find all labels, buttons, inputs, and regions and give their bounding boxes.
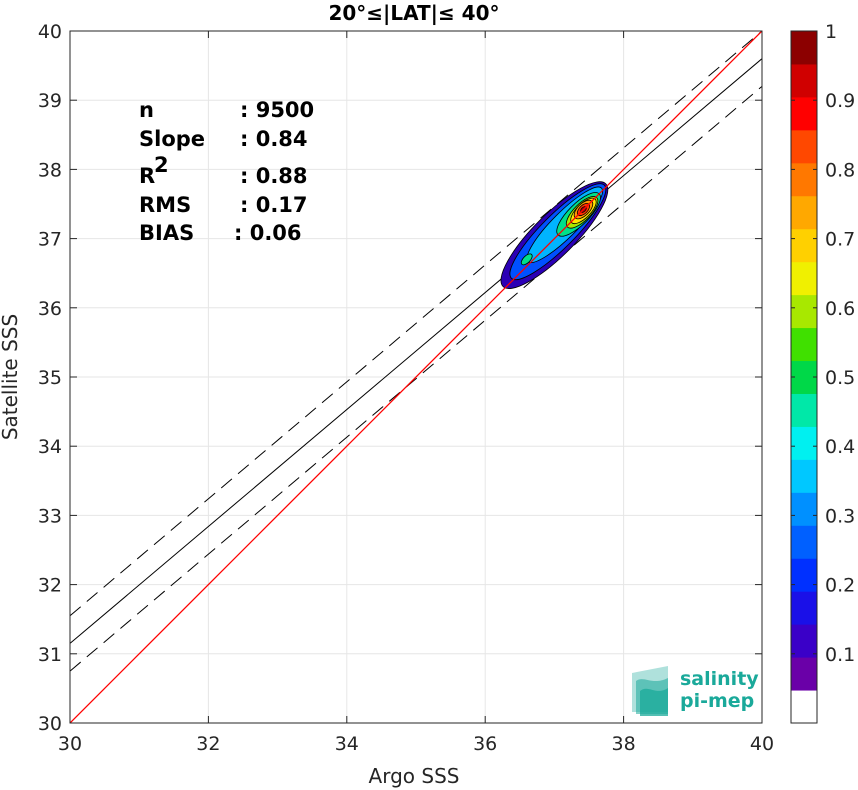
stat-value: : 0.88 <box>240 164 308 188</box>
fit-band-lower-line <box>70 85 762 672</box>
colorbar-swatch <box>791 294 817 329</box>
y-tick-label: 36 <box>38 298 62 320</box>
colorbar-swatch <box>791 360 817 394</box>
colorbar-swatch <box>791 393 817 427</box>
statistics-box: n : 9500 Slope : 0.84 R2 : 0.88 RMS : 0.17 BIAS:… <box>139 98 314 245</box>
colorbar-tick-label: 0.9 <box>825 90 855 112</box>
colorbar-tick-label: 0.5 <box>825 367 855 389</box>
stat-value: : 0.06 <box>234 221 302 245</box>
colorbar-swatch <box>791 195 817 230</box>
colorbar-swatch <box>791 558 817 592</box>
x-tick-label: 32 <box>196 733 220 755</box>
y-tick-label: 30 <box>38 713 62 735</box>
stat-label: R <box>139 164 155 188</box>
colorbar-swatch <box>791 327 817 362</box>
colorbar-swatch <box>791 63 817 98</box>
y-axis-label: Satellite SSS <box>0 314 22 440</box>
chart-title: 20°≤|LAT|≤ 40° <box>328 1 499 25</box>
stat-value: : 0.17 <box>240 193 308 217</box>
x-tick-label: 38 <box>612 733 636 755</box>
colorbar-tick-label: 0.6 <box>825 298 855 320</box>
density-contours <box>70 31 762 723</box>
stat-label: BIAS <box>139 221 194 245</box>
y-tick-label: 38 <box>38 159 62 181</box>
x-axis-label: Argo SSS <box>369 764 460 788</box>
colorbar <box>790 30 818 724</box>
salinity-waves-logo-icon <box>632 666 668 716</box>
fit-line <box>70 58 762 644</box>
colorbar-tick-labels: 0.1 0.2 0.3 0.4 0.5 0.6 0.7 0.8 0.9 1 <box>791 21 855 666</box>
colorbar-swatch <box>791 426 817 460</box>
x-tick-label: 40 <box>750 733 774 755</box>
colorbar-tick-label: 0.3 <box>825 505 855 527</box>
salinity-pimep-logo: salinity pi-mep <box>632 666 759 716</box>
colorbar-swatch <box>791 657 817 691</box>
one-to-one-line <box>70 31 762 723</box>
x-tick-label: 34 <box>335 733 359 755</box>
stat-label: RMS <box>139 193 191 217</box>
x-tick-label: 36 <box>473 733 497 755</box>
fit-lines <box>70 31 762 672</box>
y-tick-label: 31 <box>38 644 62 666</box>
colorbar-swatch <box>791 690 817 724</box>
fit-band-upper-line <box>70 31 762 617</box>
y-tick-label: 33 <box>38 505 62 527</box>
colorbar-swatch <box>791 162 817 197</box>
colorbar-swatch <box>791 261 817 296</box>
colorbar-tick-label: 0.1 <box>825 644 855 666</box>
colorbar-tick-label: 0.4 <box>825 436 855 458</box>
y-tick-label: 32 <box>38 575 62 597</box>
colorbar-swatch <box>791 96 817 131</box>
x-tick-label: 30 <box>58 733 82 755</box>
colorbar-swatch <box>791 228 817 263</box>
stat-value: : 0.84 <box>240 127 308 151</box>
colorbar-swatch <box>791 31 817 65</box>
stat-label-superscript: 2 <box>154 153 169 177</box>
y-tick-label: 40 <box>38 21 62 43</box>
y-tick-label: 35 <box>38 367 62 389</box>
colorbar-tick-label: 0.7 <box>825 229 855 251</box>
colorbar-tick-label: 1 <box>825 21 837 43</box>
y-tick-label: 34 <box>38 436 62 458</box>
colorbar-swatch <box>791 624 817 658</box>
colorbar-swatch <box>791 525 817 559</box>
stat-value: : 9500 <box>240 98 314 122</box>
y-tick-labels: 30 31 32 33 34 35 36 37 38 39 40 <box>38 21 62 735</box>
colorbar-swatch <box>791 492 817 526</box>
logo-text-salinity: salinity <box>680 668 759 690</box>
stat-label: Slope <box>139 127 205 151</box>
y-tick-label: 39 <box>38 90 62 112</box>
colorbar-swatch <box>791 129 817 164</box>
y-tick-label: 37 <box>38 229 62 251</box>
colorbar-tick-label: 0.8 <box>825 159 855 181</box>
colorbar-tick-label: 0.2 <box>825 575 855 597</box>
colorbar-swatch <box>791 591 817 625</box>
stat-label: n <box>139 98 154 122</box>
logo-text-pimep: pi-mep <box>680 690 754 712</box>
density-secondary-peak <box>520 253 533 266</box>
x-tick-labels: 30 32 34 36 38 40 <box>58 733 774 755</box>
plot-frame <box>69 30 763 724</box>
colorbar-swatch <box>791 459 817 493</box>
